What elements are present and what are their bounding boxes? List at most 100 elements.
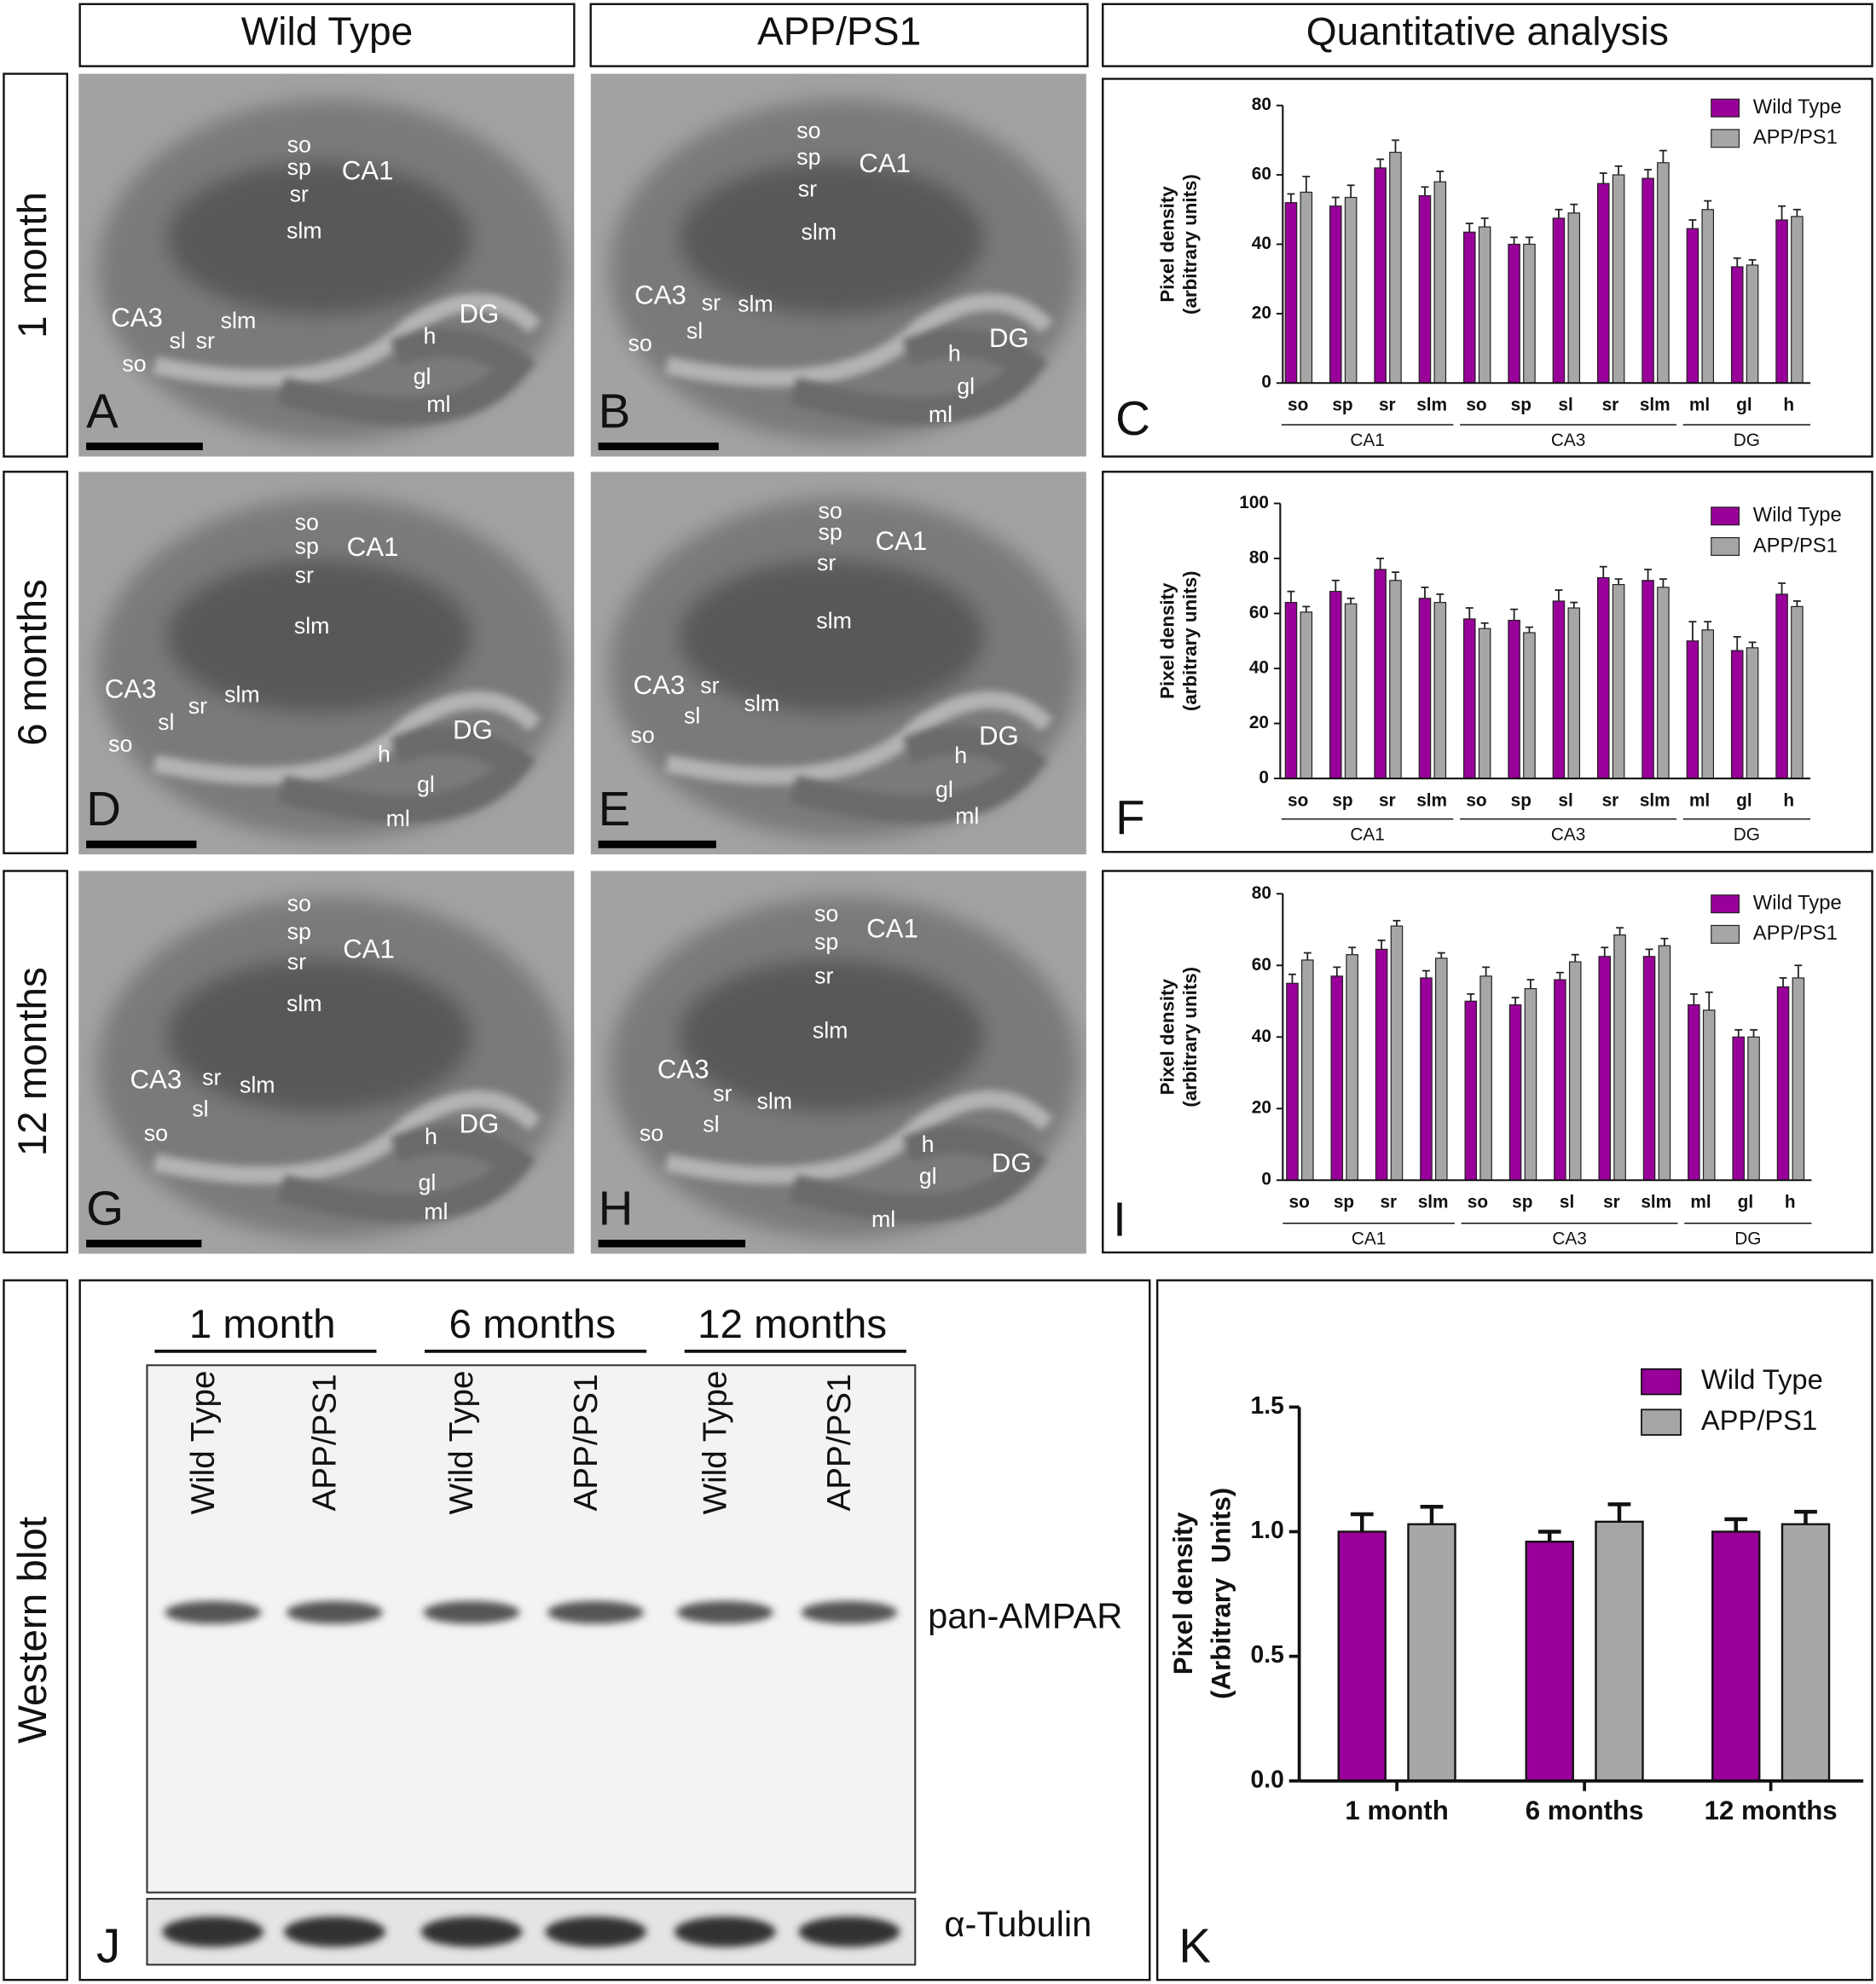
row-label: Western blot [10,1517,55,1744]
lane-label: Wild Type [698,1371,734,1515]
region-label: CA1 [342,156,394,186]
bar [1329,205,1342,384]
legend-swatch [1641,1408,1682,1436]
scale-bar [598,442,719,451]
bar [1286,982,1299,1181]
bar [1613,934,1626,1181]
region-label: so [640,1120,663,1146]
bar [1418,194,1432,384]
y-tick-label: 80 [1252,95,1271,114]
region-label: h [954,743,967,768]
group-label: CA3 [1551,431,1585,450]
scale-bar [86,442,203,451]
region-label: so [631,722,655,748]
panel-letter: E [599,782,631,836]
row-label: 1 month [10,192,55,338]
x-tick-label: slm [1418,1193,1449,1212]
bar [1686,228,1699,384]
bar [1554,979,1566,1181]
panel-frame [1102,870,1873,1254]
x-tick-label: sp [1512,1193,1532,1212]
dentate [277,328,536,425]
panel-letter: D [86,782,121,836]
bar [1374,167,1387,384]
x-tick-label: sp [1332,790,1352,810]
region-label: CA1 [859,148,911,178]
region-label: gl [957,373,975,399]
region-label: slm [287,991,322,1016]
y-axis-label: Pixel density [1156,186,1178,303]
bar [1300,191,1313,384]
y-tick-label: 0.0 [1251,1765,1284,1792]
x-tick-label: sp [1334,1193,1354,1212]
legend-swatch [1711,98,1740,118]
x-tick-label: sl [1560,1193,1574,1212]
bar [1508,619,1520,779]
region-label: CA1 [347,532,399,562]
legend-label: Wild Type [1753,504,1842,527]
region-label: slm [738,292,773,317]
x-tick-label: 12 months [1705,1796,1838,1825]
legend-label: APP/PS1 [1701,1404,1817,1436]
y-tick-label: 20 [1249,713,1269,732]
y-tick-label: 60 [1252,165,1271,184]
region-label: sr [196,328,215,354]
scale-bar [86,1240,202,1248]
legend-label: APP/PS1 [1753,126,1838,149]
y-tick-label: 20 [1252,1098,1271,1118]
region-label: slm [756,1089,792,1114]
bar [1524,987,1537,1181]
x-tick-label: so [1466,790,1486,810]
region-label: slm [294,613,330,639]
group-label: DG [1734,824,1760,844]
header-box [589,3,1089,67]
legend-swatch [1641,1368,1682,1396]
bar [1776,986,1790,1181]
region-label: slm [240,1072,275,1097]
y-tick-label: 40 [1252,1027,1271,1046]
dark-layer [679,959,984,1112]
region-label: CA3 [105,674,157,704]
band [420,1916,523,1947]
panel-letter: K [1178,1918,1211,1972]
x-tick-label: sr [1603,1193,1620,1212]
lane-label: APP/PS1 [307,1374,344,1511]
x-tick-label: h [1785,1193,1796,1212]
region-label: sr [700,673,719,698]
bar [1407,1523,1456,1783]
bar [1552,600,1566,779]
band [165,1600,262,1624]
bar [1701,629,1715,779]
region-label: DG [979,721,1019,751]
bar [1433,181,1447,384]
region-label: sr [188,693,207,719]
row-label-box [3,870,68,1254]
micrograph-image [78,471,575,855]
y-axis-label: (arbitrary units) [1179,174,1201,315]
bar [1595,1520,1644,1783]
region-label: sr [814,963,833,988]
bar [1596,576,1610,779]
x-tick-label: sl [1558,396,1572,415]
x-tick-label: sr [1379,396,1396,415]
region-label: sr [817,550,836,576]
bar [1346,954,1358,1181]
band-label: pan-AMPAR [928,1596,1122,1636]
panel-letter: G [86,1181,124,1235]
bar [1478,226,1491,384]
region-label: CA3 [111,303,163,333]
region-label: DG [459,299,499,329]
region-label: so [287,131,311,157]
bar [1711,1530,1761,1783]
bar [1523,632,1536,779]
legend-swatch [1711,129,1740,148]
bar [1479,975,1492,1181]
y-axis-label: (arbitrary units) [1179,967,1201,1108]
band [674,1916,776,1947]
legend-label: Wild Type [1753,891,1842,914]
bar [1732,1036,1745,1181]
bar [1747,1036,1760,1181]
row-label-box [3,471,68,854]
band [423,1600,520,1624]
